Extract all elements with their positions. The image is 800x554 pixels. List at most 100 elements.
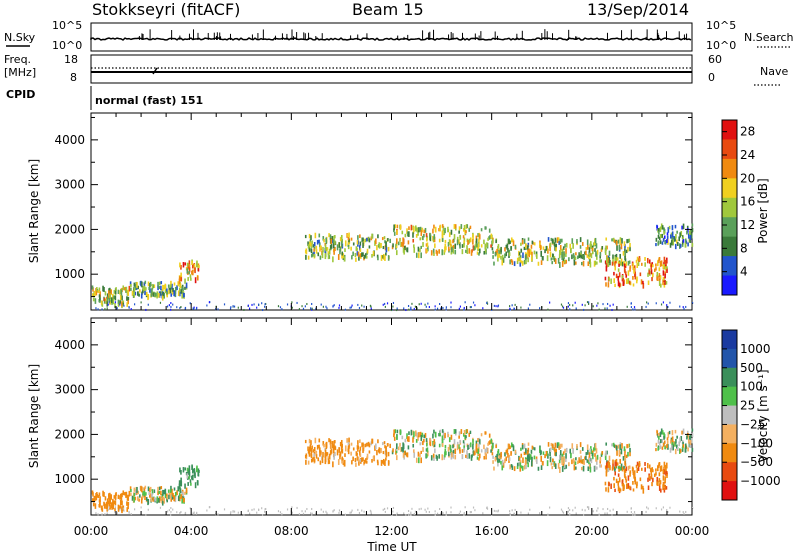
echo-cell	[565, 253, 567, 257]
echo-cell	[642, 282, 645, 289]
echo-cell	[179, 307, 181, 310]
echo-cell	[189, 302, 191, 305]
echo-cell	[412, 232, 414, 238]
echo-cell	[158, 490, 160, 494]
echo-cell	[516, 257, 519, 263]
velocity-colorbar-tick-label: 500	[740, 361, 763, 375]
echo-cell	[127, 496, 130, 501]
y-tick-label: 1000	[54, 267, 85, 281]
echo-cell	[453, 224, 456, 229]
echo-cell	[606, 307, 608, 310]
echo-cell	[187, 468, 190, 472]
freq-tick-top: 18	[64, 53, 78, 66]
echo-cell	[101, 308, 103, 311]
echo-cell	[174, 290, 177, 294]
echo-cell	[501, 254, 504, 261]
echo-cell	[501, 459, 504, 466]
echo-cell	[123, 287, 126, 291]
echo-cell	[610, 278, 612, 284]
echo-cell	[347, 442, 350, 446]
echo-cell	[533, 242, 536, 246]
echo-cell	[624, 449, 626, 454]
echo-cell	[526, 450, 529, 455]
echo-cell	[313, 254, 316, 258]
echo-cell	[357, 251, 360, 257]
echo-cell	[477, 452, 479, 456]
echo-cell	[405, 309, 407, 312]
echo-cell	[657, 439, 660, 444]
echo-cell	[313, 248, 315, 252]
echo-cell	[625, 454, 628, 459]
echo-cell	[107, 303, 109, 306]
echo-cell	[586, 301, 589, 304]
echo-cell	[558, 445, 561, 450]
echo-cell	[487, 442, 489, 446]
colorbar-swatch	[722, 217, 737, 238]
echo-cell	[314, 232, 317, 239]
echo-cell	[394, 429, 397, 434]
echo-cell	[594, 446, 596, 451]
echo-cell	[109, 287, 111, 294]
echo-cell	[130, 308, 132, 311]
echo-cell	[661, 438, 663, 443]
echo-cell	[441, 249, 444, 256]
echo-cell	[486, 506, 488, 509]
echo-cell	[366, 248, 369, 254]
echo-cell	[338, 447, 341, 453]
echo-cell	[632, 488, 635, 492]
echo-cell	[324, 253, 327, 260]
echo-cell	[458, 512, 460, 515]
echo-cell	[133, 282, 136, 287]
echo-cell	[520, 248, 523, 253]
echo-cell	[298, 513, 301, 516]
echo-cell	[608, 250, 611, 256]
echo-cell	[691, 447, 694, 452]
echo-cell	[562, 451, 565, 456]
echo-cell	[434, 243, 436, 248]
echo-cell	[375, 238, 377, 245]
velocity-colorbar-tick-label: −1000	[740, 474, 781, 488]
echo-cell	[355, 257, 357, 262]
echo-cell	[167, 489, 170, 493]
echo-cell	[350, 246, 352, 251]
echo-cell	[387, 246, 390, 252]
echo-cell	[662, 475, 665, 481]
echo-cell	[614, 283, 616, 288]
echo-cell	[444, 227, 446, 234]
echo-cell	[540, 260, 543, 265]
echo-cell	[114, 500, 117, 506]
echo-cell	[359, 253, 362, 258]
echo-cell	[599, 464, 601, 468]
echo-cell	[319, 450, 322, 454]
echo-cell	[612, 237, 615, 242]
echo-cell	[183, 293, 185, 298]
echo-cell	[663, 440, 666, 444]
echo-cell	[533, 447, 536, 451]
echo-cell	[474, 449, 477, 455]
echo-cell	[334, 440, 336, 444]
echo-cell	[582, 254, 584, 259]
echo-cell	[233, 305, 236, 308]
echo-cell	[588, 457, 591, 463]
echo-cell	[691, 301, 694, 304]
echo-cell	[308, 247, 311, 252]
echo-cell	[472, 444, 474, 450]
echo-cell	[464, 301, 466, 304]
echo-cell	[607, 282, 610, 288]
echo-cell	[520, 260, 523, 264]
echo-cell	[331, 443, 334, 449]
echo-cell	[561, 465, 564, 472]
echo-cell	[463, 511, 465, 514]
echo-cell	[685, 305, 687, 308]
echo-cell	[309, 447, 312, 452]
y-tick-label: 1000	[54, 472, 85, 486]
echo-cell	[342, 253, 345, 259]
echo-cell	[140, 293, 143, 299]
echo-cell	[665, 486, 668, 490]
echo-cell	[638, 258, 640, 262]
echo-cell	[395, 244, 398, 249]
echo-cell	[403, 512, 405, 515]
echo-cell	[447, 434, 450, 438]
echo-cell	[605, 257, 608, 264]
